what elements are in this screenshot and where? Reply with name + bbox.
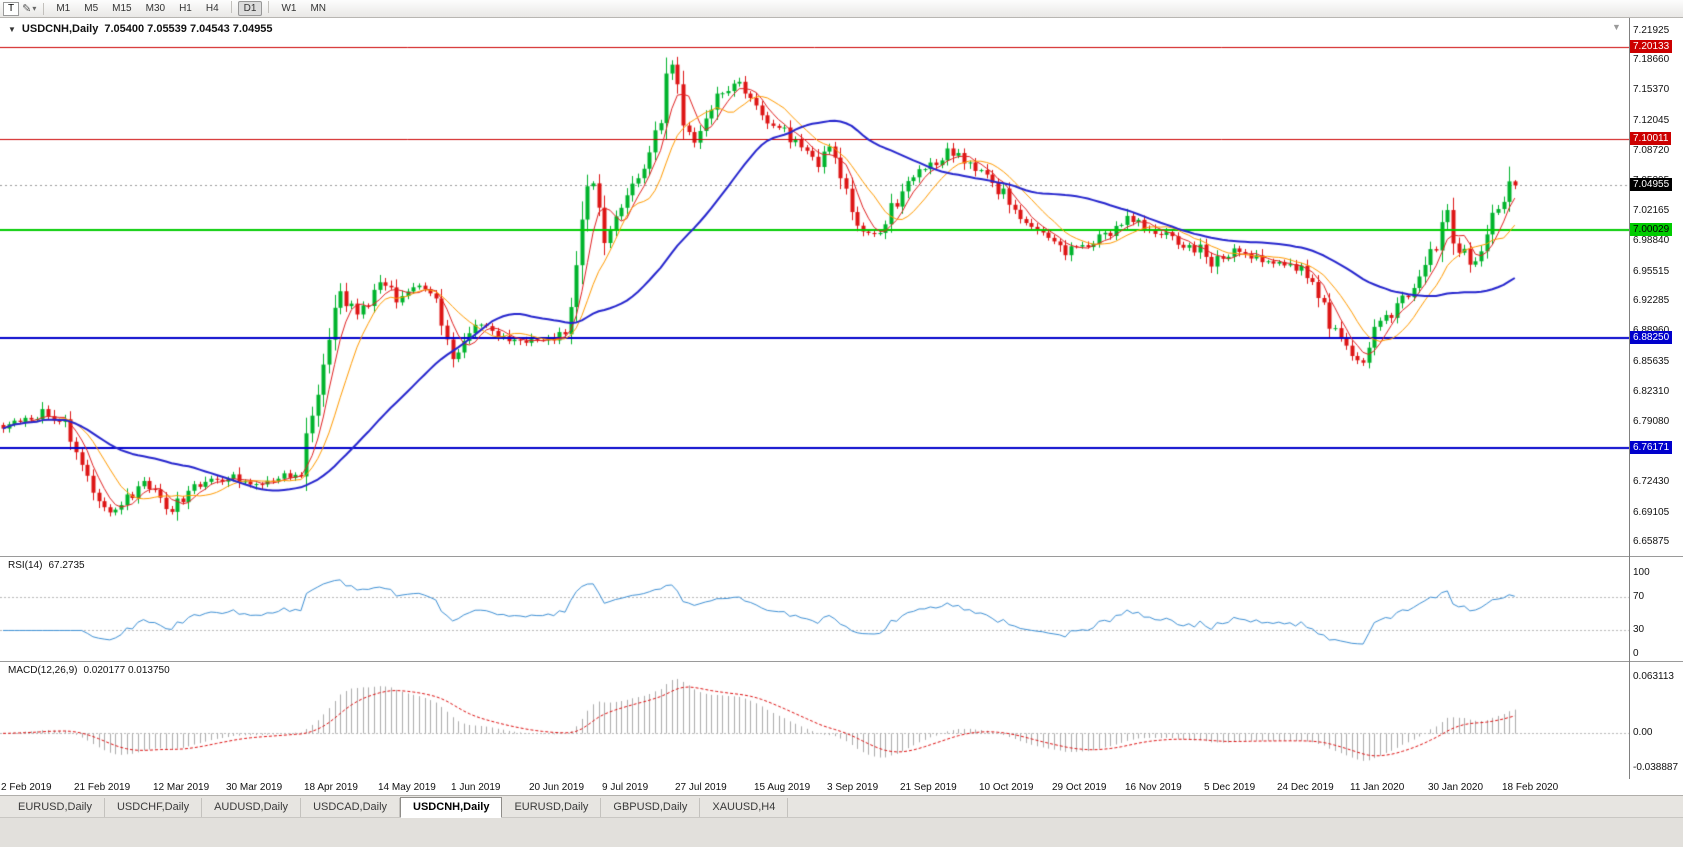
timeframe-button-group: M1 M5 M15 M30 H1 H4 D1 W1 MN (49, 1, 333, 16)
current-price-badge: 7.04955 (1630, 178, 1673, 191)
rsi-name: RSI(14) (8, 560, 43, 571)
chart-tab-usdchf-daily[interactable]: USDCHF,Daily (105, 798, 203, 817)
time-axis-label: 9 Jul 2019 (602, 782, 649, 793)
pencil-glyph: ✎ (22, 3, 32, 15)
macd-indicator-canvas[interactable] (0, 662, 1629, 779)
rsi-axis-tick: 30 (1633, 624, 1645, 635)
hline-price-badge: 6.88250 (1630, 331, 1673, 344)
timeframe-button-MN[interactable]: MN (304, 1, 332, 16)
time-axis-label: 1 Jun 2019 (451, 782, 501, 793)
price-axis-tick: 7.08720 (1633, 145, 1670, 156)
price-axis-tick: 7.21925 (1633, 25, 1670, 36)
axis-border-line (1629, 18, 1630, 779)
toolbar-separator (230, 1, 232, 13)
draw-pencil-icon[interactable]: ✎ ▾ (22, 2, 36, 15)
status-bar (0, 818, 1683, 847)
chart-tab-usdcnh-daily[interactable]: USDCNH,Daily (400, 797, 503, 818)
timeframe-button-H4[interactable]: H4 (200, 1, 225, 16)
rsi-value: 67.2735 (48, 560, 85, 571)
rsi-axis-tick: 0 (1633, 648, 1639, 659)
timeframe-button-D1[interactable]: D1 (237, 1, 263, 16)
time-axis-label: 29 Oct 2019 (1052, 782, 1107, 793)
chart-tab-gbpusd-daily[interactable]: GBPUSD,Daily (601, 798, 701, 817)
price-axis-tick: 6.88960 (1633, 325, 1669, 336)
price-axis-tick: 7.12045 (1633, 115, 1670, 126)
chart-shift-marker-icon[interactable]: ▼ (1612, 22, 1621, 32)
pane-separator[interactable] (0, 556, 1683, 557)
time-axis-label: 14 May 2019 (378, 782, 436, 793)
pane-separator[interactable] (0, 661, 1683, 662)
price-axis-tick: 7.02165 (1633, 205, 1670, 216)
time-axis-label: 24 Dec 2019 (1277, 782, 1334, 793)
rsi-indicator-label: RSI(14) 67.2735 (8, 560, 85, 571)
toolbar: T ✎ ▾ M1 M5 M15 M30 H1 H4 D1 W1 MN (0, 0, 1683, 18)
price-axis-tick: 6.65875 (1633, 536, 1670, 547)
macd-axis-tick: 0.00 (1633, 727, 1653, 738)
chart-tab-eurusd-daily[interactable]: EURUSD,Daily (6, 798, 105, 817)
macd-axis-tick: 0.063113 (1633, 671, 1674, 682)
chart-ohlc-readout: 7.05400 7.05539 7.04543 7.04955 (104, 23, 273, 35)
templates-button[interactable]: T (3, 1, 20, 16)
timeframe-button-M1[interactable]: M1 (50, 1, 76, 16)
price-axis-tick: 7.15370 (1633, 84, 1670, 95)
timeframe-button-M30[interactable]: M30 (140, 1, 171, 16)
macd-name: MACD(12,26,9) (8, 665, 78, 676)
time-axis-label: 30 Mar 2019 (226, 782, 283, 793)
time-axis-label: 11 Jan 2020 (1350, 782, 1405, 793)
chart-tab-bar: EURUSD,Daily USDCHF,Daily AUDUSD,Daily USDC… (0, 796, 1683, 818)
timeframe-button-M15[interactable]: M15 (106, 1, 137, 16)
chart-tab-eurusd-daily[interactable]: EURUSD,Daily (502, 798, 602, 817)
timeframe-button-M5[interactable]: M5 (78, 1, 104, 16)
main-chart-canvas[interactable] (0, 18, 1629, 556)
chart-tab-audusd-daily[interactable]: AUDUSD,Daily (202, 798, 302, 817)
price-axis-tick: 6.95515 (1633, 266, 1670, 277)
hline-price-badge: 7.20133 (1630, 40, 1673, 53)
time-axis-label: 21 Feb 2019 (74, 782, 131, 793)
hline-price-badge: 7.00029 (1630, 223, 1673, 236)
time-axis-label: 16 Nov 2019 (1125, 782, 1182, 793)
time-axis-label: 3 Sep 2019 (827, 782, 879, 793)
chart-title: ▼ USDCNH,Daily 7.05400 7.05539 7.04543 7… (8, 23, 273, 35)
price-axis-tick: 6.92285 (1633, 295, 1670, 306)
macd-values: 0.020177 0.013750 (83, 665, 170, 676)
time-axis-label: 20 Jun 2019 (529, 782, 585, 793)
time-axis-label: 18 Apr 2019 (304, 782, 358, 793)
macd-indicator-label: MACD(12,26,9) 0.020177 0.013750 (8, 665, 170, 676)
toolbar-separator (43, 2, 45, 15)
price-axis-tick: 6.79080 (1633, 416, 1670, 427)
price-axis-tick: 7.18660 (1633, 54, 1670, 65)
time-axis-label: 10 Oct 2019 (979, 782, 1034, 793)
time-axis[interactable]: 2 Feb 2019 21 Feb 2019 12 Mar 2019 30 Mar 2… (0, 779, 1683, 796)
price-axis-tick: 6.98840 (1633, 235, 1670, 246)
time-axis-label: 5 Dec 2019 (1204, 782, 1256, 793)
price-axis-tick: 6.69105 (1633, 507, 1670, 518)
time-axis-label: 12 Mar 2019 (153, 782, 210, 793)
time-axis-label: 30 Jan 2020 (1428, 782, 1484, 793)
rsi-axis-tick: 70 (1633, 591, 1645, 602)
rsi-indicator-canvas[interactable] (0, 557, 1629, 661)
dropdown-caret-icon: ▾ (32, 4, 37, 13)
time-axis-label: 18 Feb 2020 (1502, 782, 1559, 793)
toolbar-separator (268, 1, 270, 13)
price-axis-tick: 6.85635 (1633, 356, 1670, 367)
timeframe-button-H1[interactable]: H1 (173, 1, 198, 16)
macd-axis-tick: -0.038887 (1633, 762, 1679, 773)
time-axis-label: 21 Sep 2019 (900, 782, 957, 793)
rsi-axis-tick: 100 (1633, 567, 1650, 578)
chart-symbol-label: USDCNH,Daily (21, 23, 99, 35)
price-axis-tick: 6.82310 (1633, 386, 1670, 397)
price-axis-tick: 6.72430 (1633, 476, 1670, 487)
time-axis-label: 2 Feb 2019 (1, 782, 52, 793)
time-axis-label: 15 Aug 2019 (754, 782, 811, 793)
hline-price-badge: 6.76171 (1630, 441, 1673, 454)
chart-tab-usdcad-daily[interactable]: USDCAD,Daily (301, 798, 401, 817)
hline-price-badge: 7.10011 (1630, 132, 1672, 145)
chart-window: ▼ USDCNH,Daily 7.05400 7.05539 7.04543 7… (0, 17, 1683, 780)
time-axis-label: 27 Jul 2019 (675, 782, 727, 793)
timeframe-button-W1[interactable]: W1 (275, 1, 302, 16)
one-click-trading-icon[interactable]: ▼ (8, 24, 16, 34)
chart-tab-xauusd-h4[interactable]: XAUUSD,H4 (700, 798, 789, 817)
